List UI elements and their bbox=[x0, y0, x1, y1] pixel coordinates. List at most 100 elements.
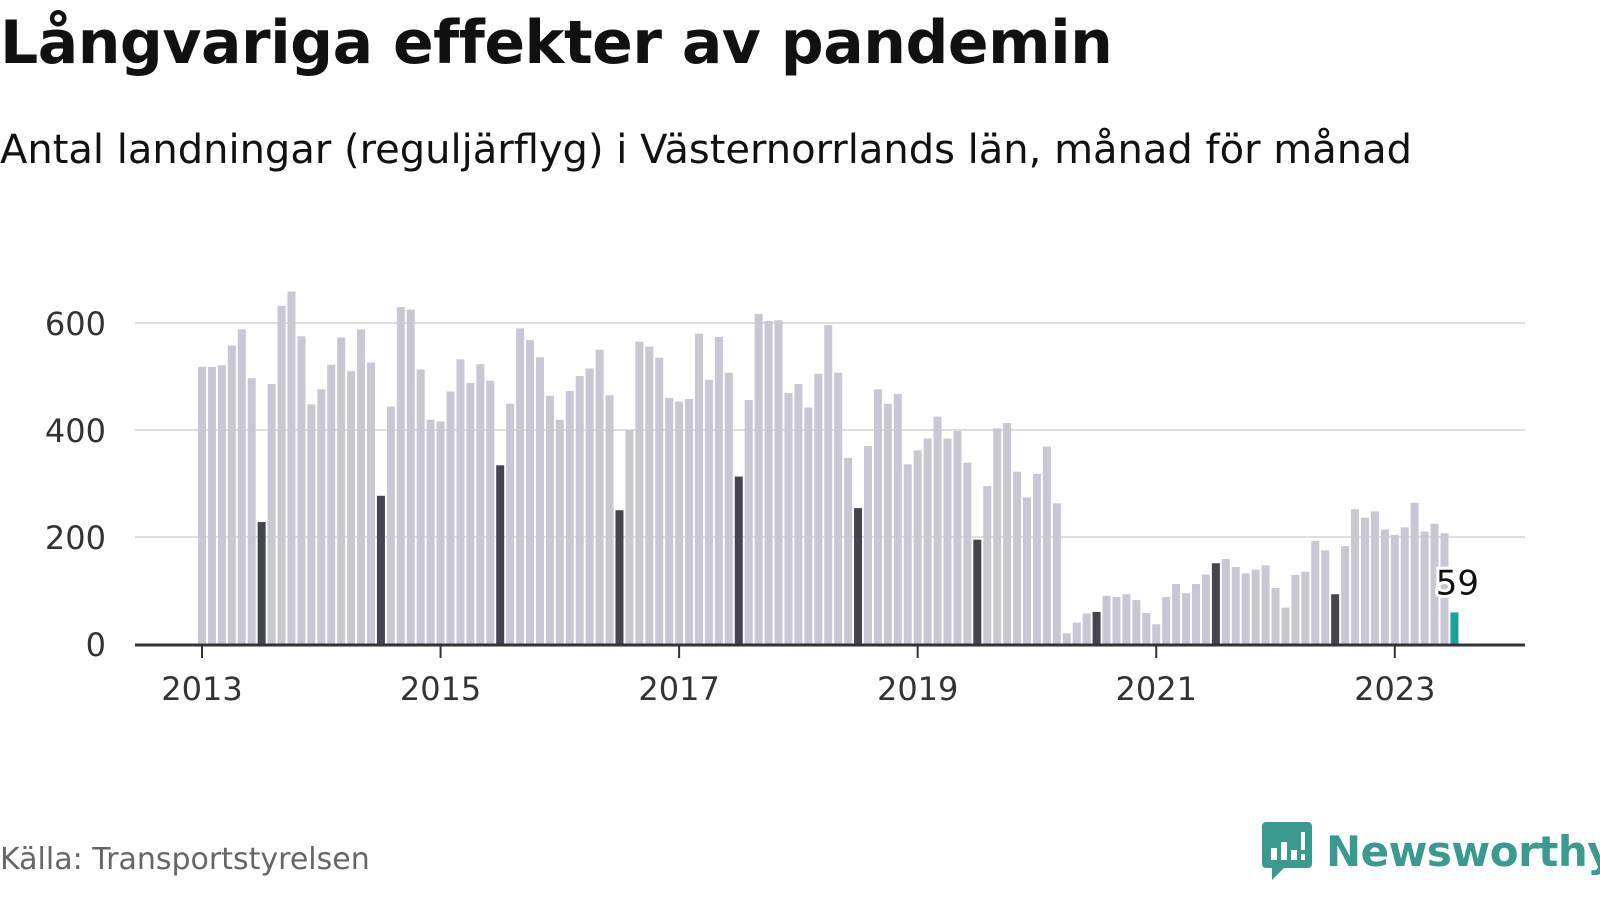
bar bbox=[347, 371, 356, 644]
bar bbox=[496, 465, 505, 644]
bar bbox=[1201, 574, 1210, 644]
y-tick-label: 200 bbox=[45, 519, 106, 557]
bar bbox=[1211, 563, 1220, 645]
value-labels: 59 bbox=[1433, 560, 1482, 606]
bar bbox=[357, 329, 366, 644]
bar bbox=[844, 457, 853, 644]
bar bbox=[1052, 503, 1061, 644]
bar bbox=[1132, 600, 1141, 644]
bar bbox=[1172, 584, 1181, 644]
bar bbox=[575, 375, 584, 644]
bar bbox=[565, 390, 574, 644]
bar bbox=[635, 341, 644, 644]
bar bbox=[764, 320, 773, 644]
brand-name: Newsworthy bbox=[1326, 826, 1600, 876]
bar bbox=[1390, 534, 1399, 644]
bar bbox=[1042, 446, 1051, 644]
bar bbox=[754, 313, 763, 644]
bar bbox=[1410, 502, 1419, 644]
bar bbox=[734, 476, 743, 644]
bar bbox=[207, 366, 216, 644]
bar bbox=[1023, 497, 1032, 644]
bar bbox=[1301, 571, 1310, 644]
bar bbox=[1331, 594, 1340, 645]
bar bbox=[516, 328, 525, 644]
bar bbox=[1370, 511, 1379, 644]
bar bbox=[217, 365, 226, 644]
bar bbox=[1072, 622, 1081, 644]
bar bbox=[416, 369, 425, 644]
bar bbox=[1341, 546, 1350, 645]
bar bbox=[704, 379, 713, 644]
bar bbox=[1112, 596, 1121, 644]
bar bbox=[804, 407, 813, 644]
bar bbox=[863, 446, 872, 644]
x-tick-label: 2019 bbox=[877, 670, 958, 708]
bar bbox=[724, 372, 733, 644]
y-tick-label: 600 bbox=[45, 305, 106, 343]
bar bbox=[963, 462, 972, 644]
bar bbox=[406, 309, 415, 645]
bar bbox=[933, 416, 942, 645]
bar bbox=[973, 539, 982, 644]
newsworthy-logo-icon bbox=[1262, 822, 1312, 880]
bar bbox=[923, 438, 932, 644]
x-tick-label: 2013 bbox=[161, 670, 242, 708]
bar bbox=[983, 486, 992, 644]
bar-chart: 0 200 400 600 2013 2015 2017 2019 2021 2023 59 bbox=[45, 291, 1525, 708]
bar bbox=[426, 419, 435, 644]
bar bbox=[645, 346, 654, 644]
y-tick-label: 400 bbox=[45, 412, 106, 450]
bar bbox=[685, 398, 694, 644]
bar bbox=[396, 306, 405, 644]
bar bbox=[555, 419, 564, 644]
bar bbox=[257, 522, 266, 644]
bar bbox=[1271, 587, 1280, 645]
x-tick-label: 2023 bbox=[1354, 670, 1435, 708]
bar bbox=[824, 325, 833, 644]
bar bbox=[1221, 558, 1230, 644]
bar bbox=[297, 336, 306, 645]
bar bbox=[1162, 596, 1171, 644]
bar bbox=[287, 291, 296, 644]
bar bbox=[714, 336, 723, 644]
x-axis-ticks: 2013 2015 2017 2019 2021 2023 bbox=[161, 646, 1436, 708]
bar bbox=[526, 340, 535, 644]
bar bbox=[784, 393, 793, 644]
bar bbox=[585, 368, 594, 644]
bar bbox=[535, 357, 544, 644]
bar bbox=[854, 508, 863, 644]
bar bbox=[1122, 594, 1131, 645]
bar bbox=[993, 428, 1002, 644]
bar bbox=[1380, 529, 1389, 644]
bar bbox=[695, 333, 703, 644]
bar bbox=[327, 364, 336, 644]
bar bbox=[366, 362, 375, 644]
bar bbox=[834, 372, 843, 644]
bar bbox=[1420, 531, 1429, 644]
bar bbox=[436, 421, 445, 644]
bar bbox=[1430, 523, 1439, 645]
bar bbox=[1231, 566, 1240, 644]
bar bbox=[337, 337, 346, 644]
y-tick-label: 0 bbox=[86, 626, 106, 664]
bar bbox=[545, 395, 554, 644]
bar bbox=[794, 383, 803, 644]
bar bbox=[1351, 509, 1360, 644]
bar bbox=[446, 391, 455, 644]
bar bbox=[873, 389, 882, 644]
bar bbox=[744, 400, 753, 644]
bar bbox=[1321, 550, 1330, 645]
x-tick-label: 2015 bbox=[400, 670, 481, 708]
bar bbox=[476, 364, 485, 644]
bar bbox=[1092, 611, 1101, 644]
bar bbox=[1003, 423, 1012, 644]
bar bbox=[1261, 565, 1270, 645]
bar bbox=[814, 373, 823, 644]
bar bbox=[1241, 573, 1250, 644]
bar bbox=[1400, 527, 1409, 644]
bar bbox=[625, 430, 634, 644]
chart-title: Långvariga effekter av pandemin bbox=[0, 8, 1113, 78]
source-note: Källa: Transportstyrelsen bbox=[0, 842, 370, 877]
brand-logo: Newsworthy bbox=[1262, 822, 1600, 880]
